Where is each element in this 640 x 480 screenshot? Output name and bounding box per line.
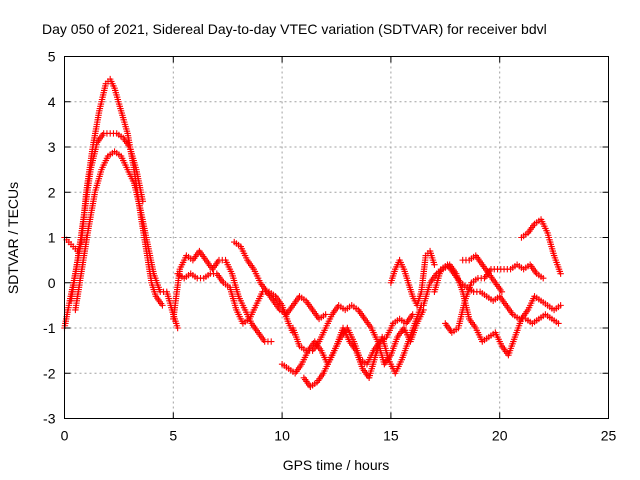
y-tick-label: -2 bbox=[43, 365, 56, 381]
axis-ticks: 0 5 10 15 20 25 -3 -2 -1 0 1 2 3 4 5 bbox=[43, 49, 616, 444]
x-tick-label: 15 bbox=[383, 428, 399, 444]
x-tick-label: 5 bbox=[169, 428, 177, 444]
x-tick-label: 20 bbox=[492, 428, 508, 444]
x-tick-label: 10 bbox=[274, 428, 290, 444]
y-tick-label: 4 bbox=[48, 94, 56, 110]
data-markers bbox=[61, 75, 564, 391]
y-tick-label: 0 bbox=[48, 275, 56, 291]
y-tick-label: 2 bbox=[48, 184, 56, 200]
data-point-marker bbox=[322, 311, 329, 318]
data-point-marker bbox=[431, 261, 438, 268]
data-point-marker bbox=[159, 302, 166, 309]
y-tick-label: -3 bbox=[43, 411, 56, 427]
y-tick-label: 5 bbox=[48, 49, 56, 65]
data-point-marker bbox=[174, 324, 181, 332]
data-point-marker bbox=[498, 288, 506, 295]
x-tick-label: 0 bbox=[61, 428, 69, 444]
data-point-marker bbox=[555, 320, 562, 327]
data-point-marker bbox=[557, 302, 564, 309]
y-tick-label: 3 bbox=[48, 139, 56, 155]
y-tick-label: -1 bbox=[43, 320, 56, 336]
y-axis-label: SDTVAR / TECUs bbox=[5, 182, 21, 294]
data-point-marker bbox=[557, 270, 564, 277]
x-tick-label: 25 bbox=[601, 428, 617, 444]
data-point-marker bbox=[268, 338, 275, 345]
x-axis-label: GPS time / hours bbox=[283, 457, 390, 473]
data-point-marker bbox=[83, 234, 90, 241]
data-point-marker bbox=[409, 311, 416, 318]
data-point-marker bbox=[540, 275, 547, 282]
chart-title: Day 050 of 2021, Sidereal Day-to-day VTE… bbox=[42, 21, 547, 37]
y-tick-label: 1 bbox=[48, 230, 56, 246]
